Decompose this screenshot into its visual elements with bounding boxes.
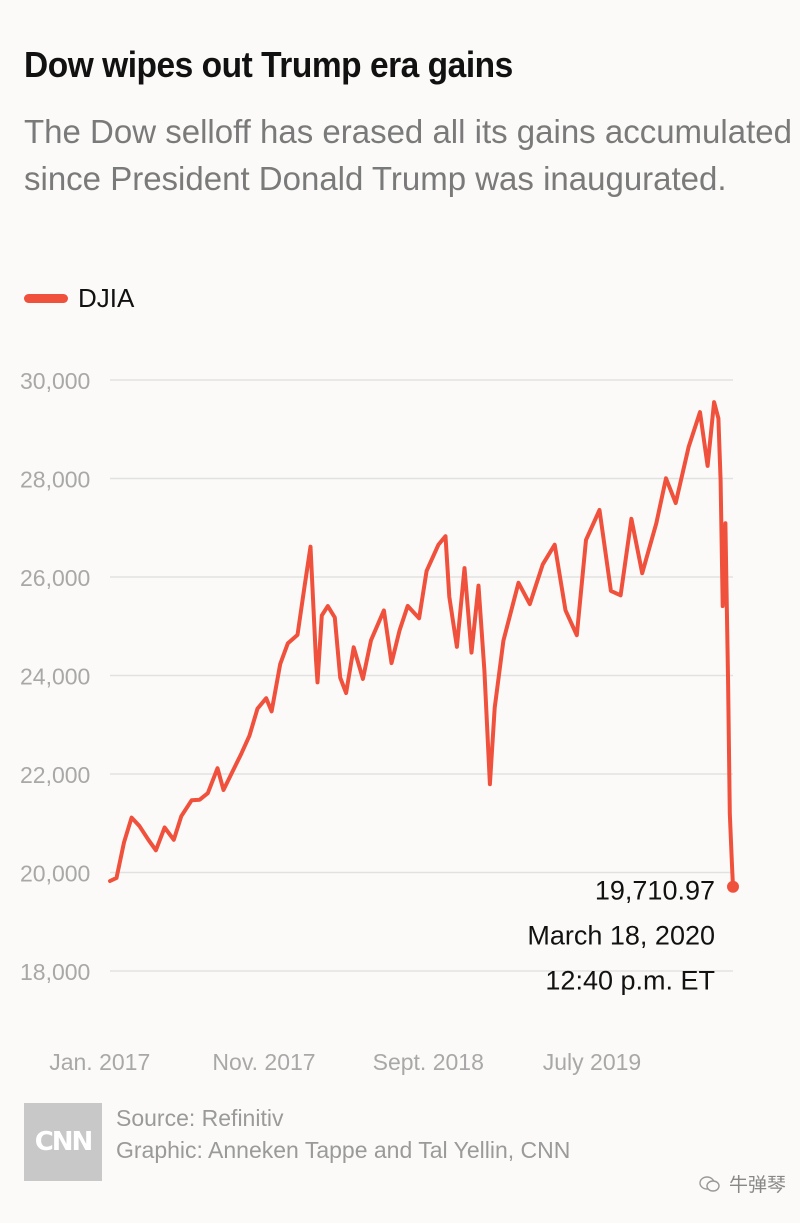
- chart-subtitle: The Dow selloff has erased all its gains…: [24, 113, 792, 197]
- footer: CNN Source: Refinitiv Graphic: Anneken T…: [24, 1103, 800, 1183]
- annotation-label: 19,710.97: [595, 876, 715, 906]
- series-line-djia: [108, 400, 735, 889]
- source-credit: Source: Refinitiv: [116, 1105, 284, 1131]
- cnn-logo: CNN: [24, 1103, 102, 1181]
- line-chart: 30,000 28,000 26,000 24,000 22,000 20,000 18,0…: [20, 368, 739, 1075]
- annotation-label: March 18, 2020: [527, 921, 715, 951]
- y-tick-label: 30,000: [20, 368, 90, 394]
- watermark: 牛弹琴: [699, 1170, 786, 1197]
- x-tick-label: Sept. 2018: [373, 1049, 484, 1075]
- chart-title: Dow wipes out Trump era gains: [24, 44, 513, 85]
- series-group: [108, 400, 735, 889]
- cnn-logo-text: CNN: [34, 1127, 94, 1157]
- legend-swatch: [24, 293, 68, 303]
- x-tick-label: Jan. 2017: [49, 1049, 150, 1075]
- graphic-credit: Graphic: Anneken Tappe and Tal Yellin, C…: [116, 1137, 571, 1163]
- y-axis: 30,000 28,000 26,000 24,000 22,000 20,000 18,0…: [20, 368, 90, 985]
- y-tick-label: 20,000: [20, 861, 90, 887]
- y-tick-label: 24,000: [20, 664, 90, 690]
- x-axis: Jan. 2017 Nov. 2017 Sept. 2018 July 2019: [49, 1049, 641, 1075]
- annotation: 19,710.97 March 18, 2020 12:40 p.m. ET: [527, 876, 739, 996]
- y-tick-label: 18,000: [20, 959, 90, 985]
- legend-label-djia: DJIA: [78, 282, 135, 313]
- x-tick-label: July 2019: [543, 1049, 641, 1075]
- watermark-text: 牛弹琴: [728, 1175, 786, 1196]
- annotation-label: 12:40 p.m. ET: [545, 966, 715, 996]
- wechat-icon: [699, 1175, 720, 1192]
- annotation-point: [727, 880, 739, 893]
- legend: DJIA: [24, 281, 134, 315]
- y-tick-label: 26,000: [20, 565, 90, 591]
- y-tick-label: 22,000: [20, 762, 90, 788]
- y-tick-label: 28,000: [20, 467, 90, 493]
- x-tick-label: Nov. 2017: [212, 1049, 315, 1075]
